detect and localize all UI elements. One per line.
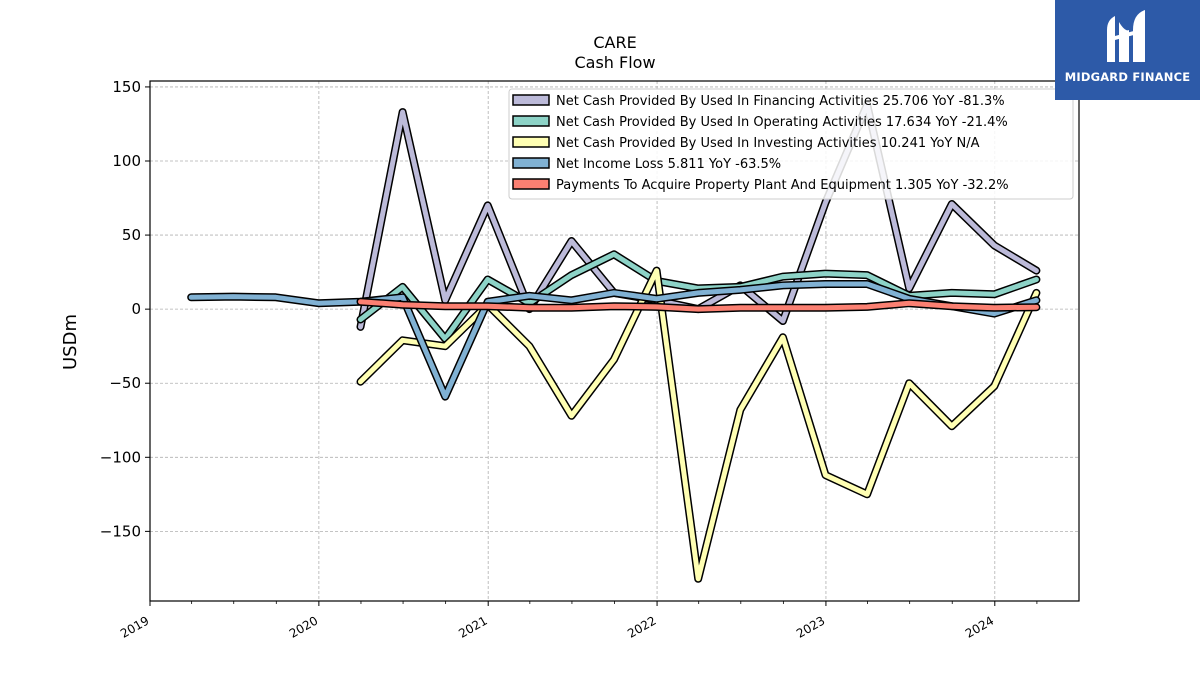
y-tick-label: 150	[112, 78, 141, 96]
legend-entry: Payments To Acquire Property Plant And E…	[556, 178, 1009, 193]
brand-logo: MIDGARD FINANCE	[1055, 0, 1200, 100]
x-tick-label: 2019	[118, 613, 151, 640]
x-tick-label: 2020	[287, 613, 320, 640]
legend-swatch	[512, 157, 550, 169]
legend-swatch	[512, 136, 550, 148]
legend-entry: Net Cash Provided By Used In Financing A…	[556, 94, 1005, 109]
legend-entry: Net Cash Provided By Used In Investing A…	[556, 136, 980, 151]
x-tick-label: 2023	[794, 613, 827, 640]
legend-swatch	[512, 94, 550, 106]
y-tick-label: 0	[131, 300, 141, 318]
y-axis-label: USDm	[60, 314, 81, 370]
y-tick-label: −150	[100, 522, 141, 540]
y-tick-label: −50	[109, 374, 141, 392]
brand-name: MIDGARD FINANCE	[1064, 70, 1191, 84]
chart-title: CARE	[593, 33, 636, 52]
series-line-4	[358, 299, 1039, 312]
series-line-2	[358, 268, 1039, 582]
y-tick-label: −100	[100, 448, 141, 466]
legend-swatch	[512, 178, 550, 190]
legend: Net Cash Provided By Used In Financing A…	[508, 88, 1074, 200]
y-tick-label: 50	[122, 226, 141, 244]
x-tick-label: 2022	[625, 613, 658, 640]
series-line-1	[358, 251, 1039, 342]
y-tick-label: 100	[112, 152, 141, 170]
series-line-3	[188, 281, 1039, 400]
x-tick-label: 2024	[963, 613, 996, 640]
midgard-logo-icon	[1107, 10, 1145, 62]
x-tick-label: 2021	[456, 613, 489, 640]
legend-entry: Net Income Loss 5.811 YoY -63.5%	[556, 157, 781, 172]
chart-subtitle: Cash Flow	[574, 53, 655, 72]
legend-swatch	[512, 115, 550, 127]
legend-entry: Net Cash Provided By Used In Operating A…	[556, 115, 1008, 130]
series-lines	[187, 100, 1041, 583]
legend-box	[508, 88, 1074, 200]
